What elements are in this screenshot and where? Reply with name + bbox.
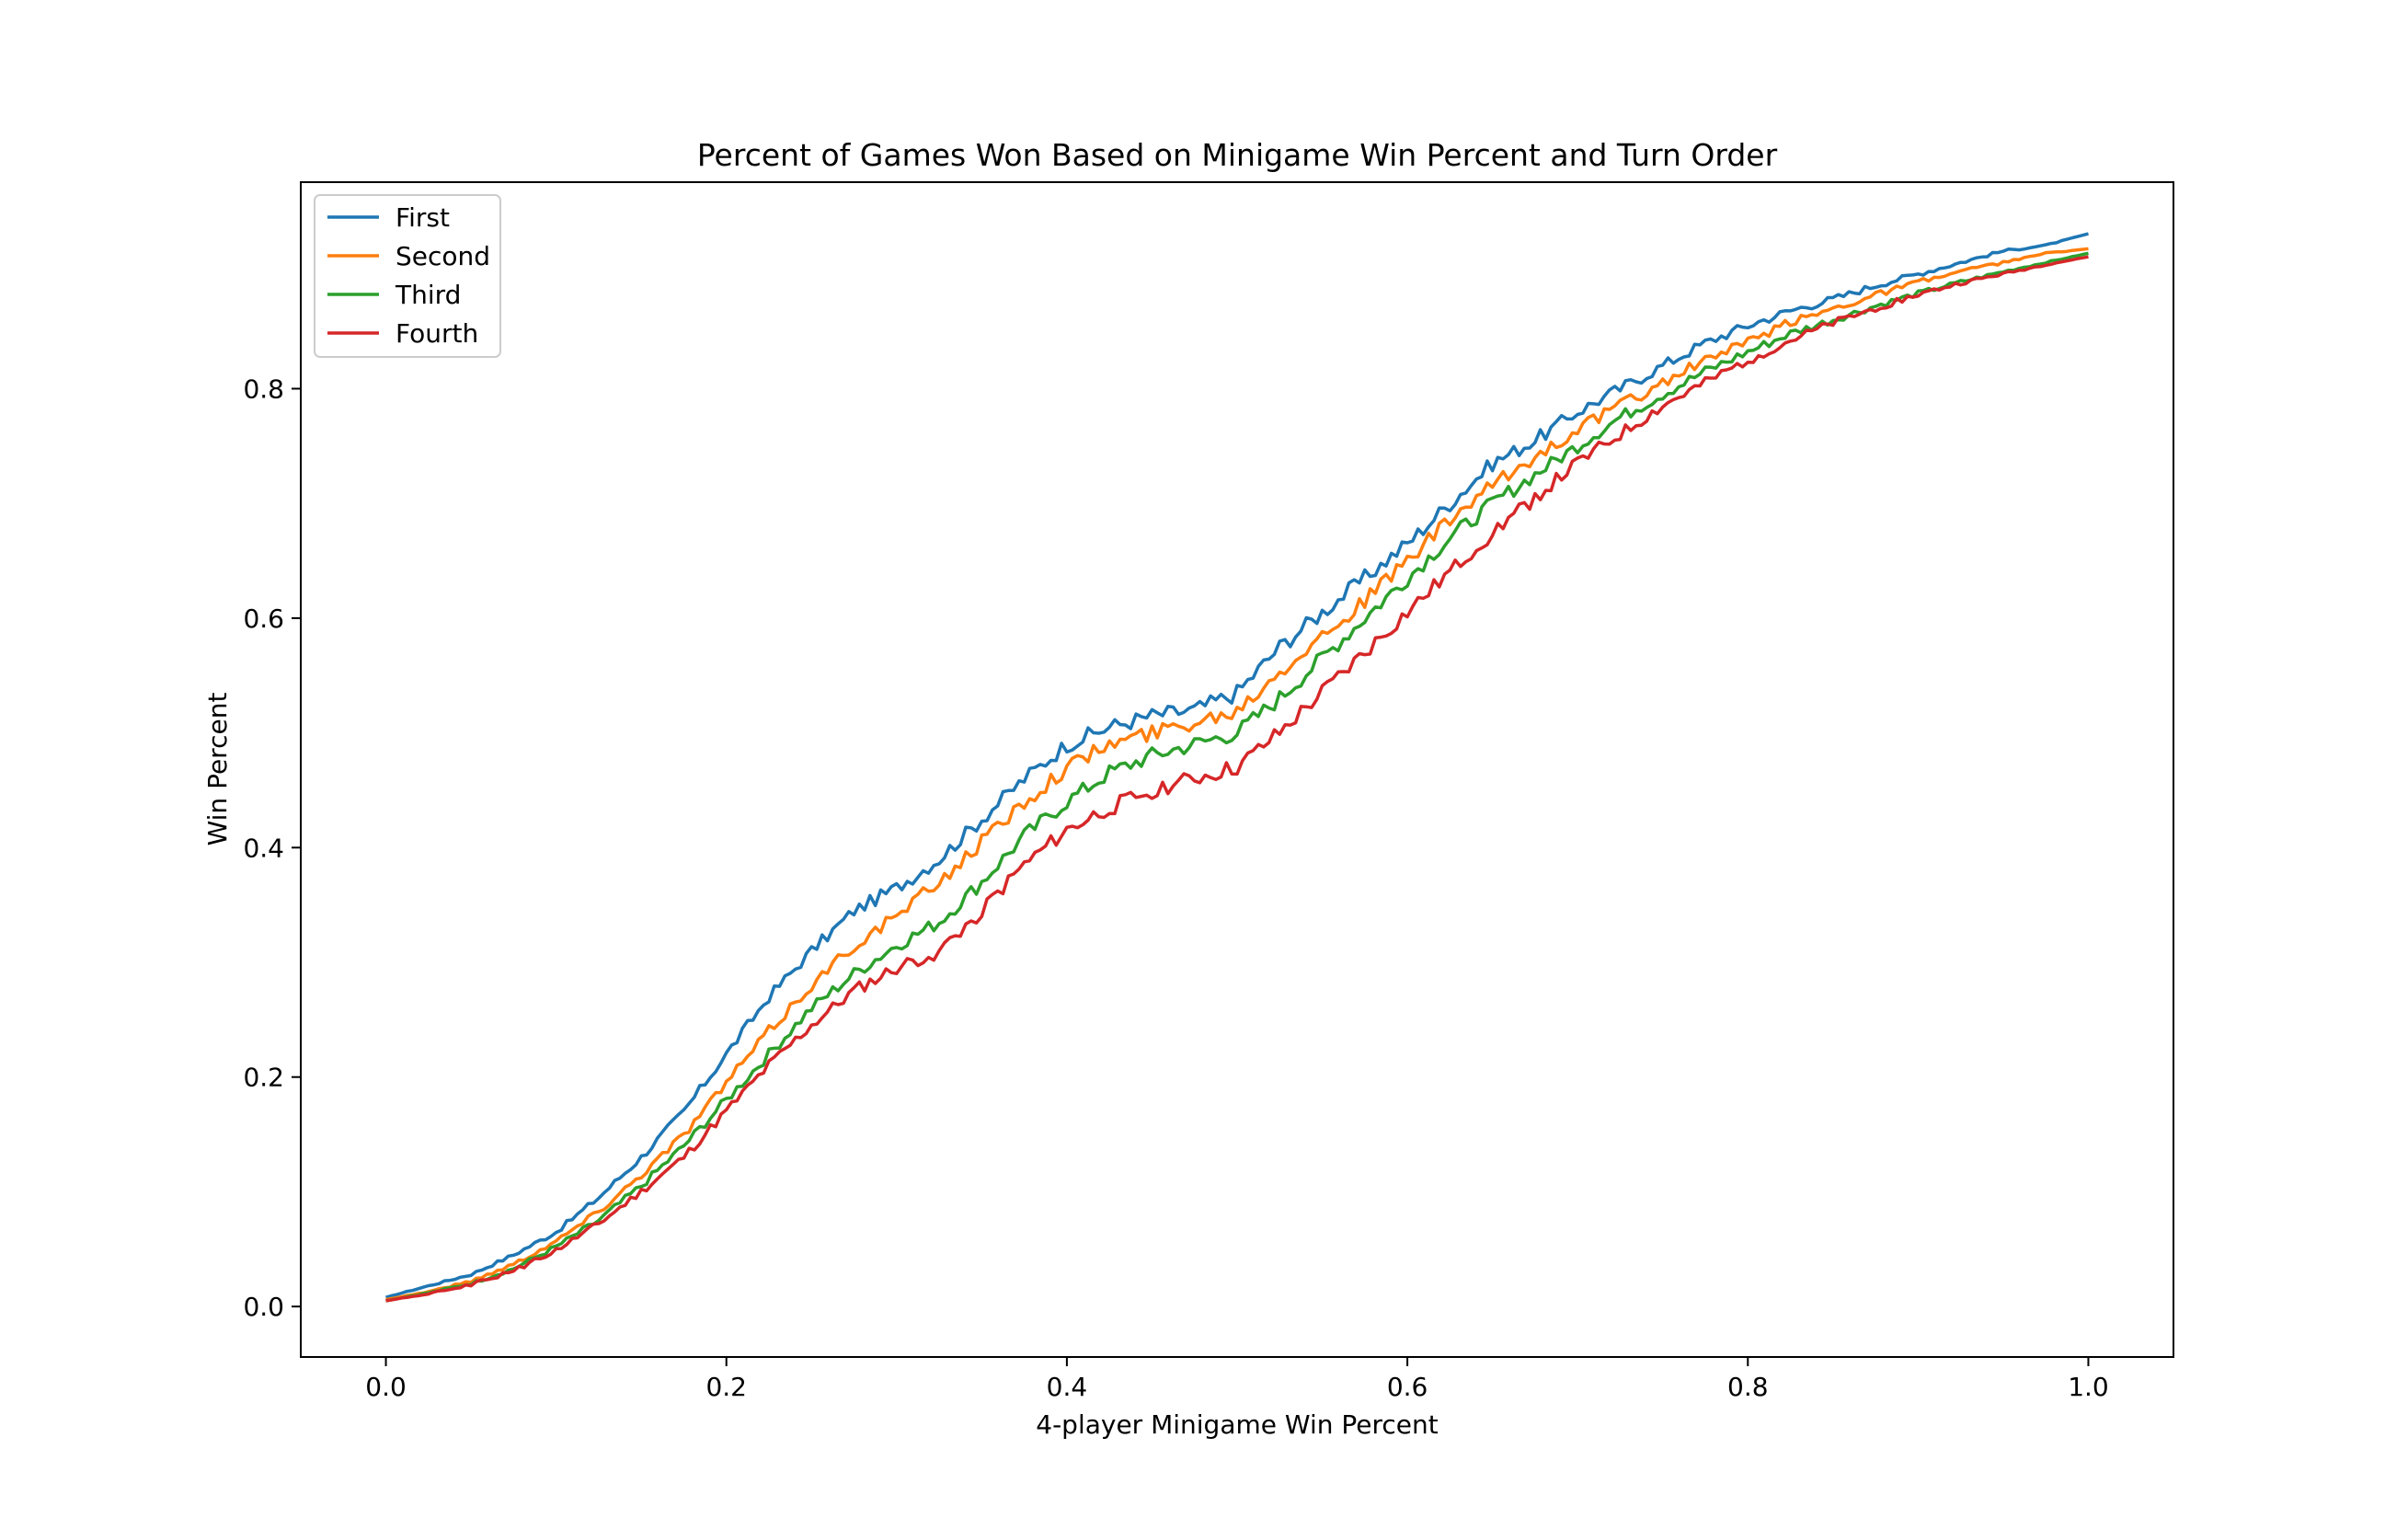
series-lines [385, 232, 2089, 1303]
series-line-first [385, 232, 2089, 1299]
y-axis-title: Win Percent [202, 693, 233, 846]
x-tick-label: 0.4 [1047, 1372, 1088, 1402]
legend-label-second: Second [396, 241, 490, 271]
chart-title: Percent of Games Won Based on Minigame W… [697, 137, 1778, 173]
plot-area [301, 182, 2173, 1357]
plot-frame [300, 181, 2174, 1358]
y-tick-label: 0.4 [243, 833, 284, 863]
legend-label-first: First [396, 202, 450, 233]
legend-label-third: Third [395, 280, 461, 310]
legend-items: First Second Third Fourth [327, 202, 490, 349]
x-axis-ticks: 0.0 0.2 0.4 0.6 0.8 1.0 [365, 1357, 2109, 1402]
x-tick-label: 0.2 [705, 1372, 747, 1402]
y-tick-label: 0.0 [243, 1292, 284, 1322]
series-line-second [385, 247, 2089, 1302]
legend-label-fourth: Fourth [396, 318, 478, 349]
legend-box [314, 194, 501, 358]
x-tick-label: 0.6 [1387, 1372, 1428, 1402]
y-tick-label: 0.6 [243, 604, 284, 634]
x-axis-title: 4-player Minigame Win Percent [1036, 1409, 1439, 1440]
x-tick-label: 0.8 [1727, 1372, 1769, 1402]
y-axis-ticks: 0.0 0.2 0.4 0.6 0.8 [243, 374, 301, 1322]
x-tick-label: 1.0 [2068, 1372, 2109, 1402]
series-line-third [385, 251, 2089, 1303]
legend: First Second Third Fourth [314, 194, 501, 358]
series-line-fourth [385, 255, 2089, 1303]
x-tick-label: 0.0 [365, 1372, 407, 1402]
y-tick-label: 0.2 [243, 1063, 284, 1093]
y-tick-label: 0.8 [243, 374, 284, 404]
